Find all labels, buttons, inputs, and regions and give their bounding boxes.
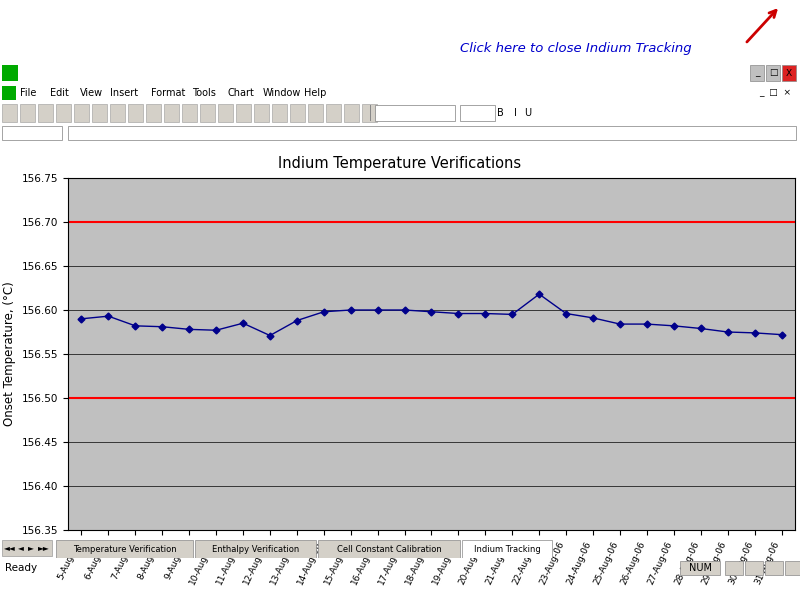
Text: View: View [80, 88, 103, 98]
Text: NUM: NUM [689, 563, 711, 573]
Text: File: File [20, 88, 36, 98]
Bar [236, 104, 251, 122]
Bar [344, 104, 359, 122]
Text: Chart: Chart [227, 88, 254, 98]
Bar [92, 104, 107, 122]
Bar [182, 104, 197, 122]
Text: Click here to close Indium Tracking: Click here to close Indium Tracking [460, 42, 692, 55]
Bar [785, 561, 800, 575]
Text: I: I [514, 108, 517, 118]
Bar [128, 104, 143, 122]
Bar [308, 104, 323, 122]
Y-axis label: Onset Temperature, (°C): Onset Temperature, (°C) [3, 281, 16, 426]
Bar [110, 104, 125, 122]
Bar [56, 540, 193, 558]
Text: ►: ► [28, 544, 34, 553]
Bar [56, 104, 71, 122]
Text: ►►: ►► [38, 544, 50, 553]
Bar [200, 104, 215, 122]
Text: Tools: Tools [192, 88, 216, 98]
Bar [38, 104, 53, 122]
Bar [2, 126, 62, 140]
Text: _: _ [754, 68, 759, 77]
Bar [462, 540, 552, 558]
Text: Format: Format [151, 88, 186, 98]
Text: ◄: ◄ [18, 544, 24, 553]
Bar [74, 104, 89, 122]
Text: Window: Window [263, 88, 302, 98]
Text: Cell Constant Calibration: Cell Constant Calibration [337, 544, 442, 553]
Bar [218, 104, 233, 122]
Bar [2, 540, 52, 556]
Bar [254, 104, 269, 122]
Text: Ready: Ready [5, 563, 37, 573]
Text: Insert: Insert [110, 88, 138, 98]
Bar [782, 65, 796, 81]
Text: U: U [525, 108, 531, 118]
Bar [370, 105, 371, 121]
Text: B: B [497, 108, 503, 118]
Text: Help: Help [304, 88, 326, 98]
Bar [272, 104, 287, 122]
Bar [290, 104, 305, 122]
Bar [318, 540, 460, 558]
Bar [680, 561, 720, 575]
Bar [2, 86, 16, 100]
Text: Indium Temperature Verifications: Indium Temperature Verifications [278, 156, 522, 172]
Bar [765, 561, 783, 575]
Text: Microsoft Excel - 09-06-06_Q200-PP05_Indium_Tracking.xls: Microsoft Excel - 09-06-06_Q200-PP05_Ind… [22, 68, 328, 79]
Bar [745, 561, 763, 575]
Bar [164, 104, 179, 122]
Bar [725, 561, 743, 575]
Text: Indium Tracking: Indium Tracking [474, 544, 540, 553]
Bar [68, 126, 796, 140]
Bar [460, 105, 495, 121]
Text: Temperature Verification: Temperature Verification [73, 544, 176, 553]
Text: ◄◄: ◄◄ [4, 544, 16, 553]
Bar [326, 104, 341, 122]
Text: Edit: Edit [50, 88, 69, 98]
Bar [2, 65, 18, 81]
Bar [2, 104, 17, 122]
Text: Enthalpy Verification: Enthalpy Verification [212, 544, 299, 553]
Bar [750, 65, 764, 81]
Bar [195, 540, 316, 558]
Text: _  □  ×: _ □ × [759, 89, 791, 97]
Bar [766, 65, 780, 81]
Bar [375, 105, 455, 121]
Bar [146, 104, 161, 122]
Text: □: □ [769, 68, 778, 77]
Bar [362, 104, 377, 122]
Bar [20, 104, 35, 122]
Text: X: X [786, 68, 792, 77]
